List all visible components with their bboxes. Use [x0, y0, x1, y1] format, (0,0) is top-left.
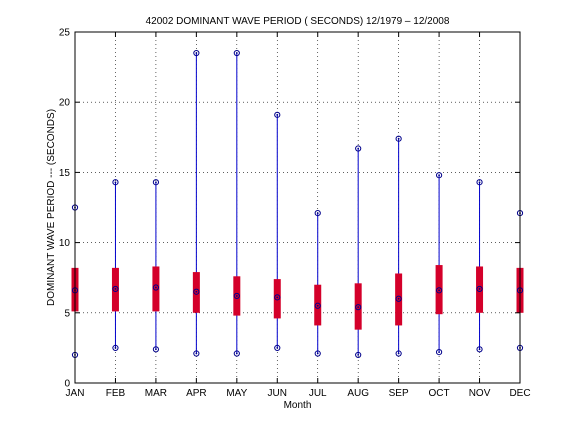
max-marker-dot-mar	[155, 181, 157, 184]
median-marker-dot-jun	[276, 296, 279, 299]
max-marker-dot-aug	[357, 147, 360, 150]
median-marker-apr	[193, 288, 200, 295]
min-marker-dot-may	[235, 352, 238, 355]
median-marker-dot-mar	[155, 286, 157, 289]
min-marker-dot-feb	[114, 347, 117, 349]
y-tick-label: 0	[64, 379, 70, 390]
min-marker-sep	[395, 350, 402, 357]
grid-lines	[75, 32, 520, 383]
min-marker-may	[233, 350, 240, 357]
median-marker-dot-jul	[316, 304, 319, 307]
median-marker-dot-nov	[478, 288, 481, 290]
max-marker-dot-jul	[316, 212, 319, 215]
y-tick-label: 5	[64, 308, 70, 319]
x-tick-label: JAN	[66, 388, 85, 399]
iqr-box-jun	[273, 279, 281, 319]
median-marker-sep	[395, 295, 402, 302]
max-marker-jun	[274, 111, 281, 118]
min-marker-feb	[112, 344, 119, 351]
max-marker-nov	[476, 179, 483, 186]
stat-markers	[71, 49, 524, 359]
max-marker-apr	[193, 49, 200, 57]
max-marker-sep	[395, 135, 402, 142]
x-tick-label: JUN	[268, 388, 287, 399]
max-marker-dot-apr	[195, 52, 198, 54]
min-marker-mar	[152, 346, 160, 353]
median-marker-jul	[314, 302, 321, 309]
x-tick-label: OCT	[429, 388, 450, 399]
y-tick-label: 10	[59, 238, 71, 249]
min-marker-jul	[314, 350, 321, 357]
median-marker-jun	[274, 294, 281, 301]
max-marker-feb	[112, 179, 119, 186]
max-marker-dot-jun	[276, 113, 279, 116]
median-marker-feb	[112, 285, 119, 293]
iqr-box-mar	[152, 266, 160, 312]
whiskers	[74, 53, 521, 355]
max-marker-jul	[314, 210, 321, 217]
max-marker-may	[233, 49, 240, 57]
median-marker-dot-sep	[397, 297, 400, 300]
y-tick-label: 20	[59, 98, 71, 109]
x-tick-label: MAR	[145, 388, 167, 399]
min-marker-dot-oct	[438, 351, 440, 354]
plot-frame	[74, 31, 521, 384]
x-tick-label: DEC	[509, 388, 530, 399]
max-marker-dot-oct	[438, 174, 440, 177]
x-tick-label: APR	[186, 388, 207, 399]
median-marker-dot-aug	[357, 306, 360, 309]
min-marker-dot-apr	[195, 352, 198, 355]
x-tick-label: MAY	[226, 388, 247, 399]
min-marker-jun	[274, 344, 281, 351]
x-tick-label: AUG	[347, 388, 369, 399]
min-marker-apr	[193, 350, 200, 357]
min-marker-dot-jun	[276, 347, 279, 349]
min-marker-dot-aug	[357, 354, 360, 356]
min-marker-dot-sep	[397, 352, 400, 355]
median-marker-nov	[476, 285, 483, 293]
median-marker-dot-oct	[438, 289, 440, 292]
max-marker-oct	[435, 172, 443, 179]
y-axis-label: DOMINANT WAVE PERIOD --- (SECONDS)	[46, 109, 57, 306]
median-marker-mar	[152, 284, 160, 291]
median-marker-aug	[355, 304, 362, 311]
max-marker-dot-nov	[478, 181, 481, 184]
x-axis-label: Month	[284, 400, 312, 411]
x-tick-label: FEB	[106, 388, 126, 399]
max-marker-dot-feb	[114, 181, 117, 184]
axis-ticks: 0 5 10 15 20 25 JAN FEB MAR APR MAY JUN JUL AUG SEP OCT…	[59, 28, 531, 400]
iqr-boxes	[71, 265, 524, 330]
median-marker-dot-apr	[195, 290, 198, 293]
min-marker-aug	[355, 351, 362, 359]
max-marker-dot-may	[235, 52, 238, 54]
min-marker-dot-nov	[478, 348, 481, 351]
max-marker-dot-sep	[397, 137, 400, 140]
x-tick-label: NOV	[469, 388, 491, 399]
min-marker-dot-mar	[155, 348, 157, 351]
max-marker-aug	[355, 145, 362, 152]
chart-title: 42002 DOMINANT WAVE PERIOD ( SECONDS) 12…	[146, 16, 450, 27]
y-tick-label: 25	[59, 28, 71, 39]
min-marker-oct	[435, 349, 443, 356]
median-marker-oct	[435, 287, 443, 294]
x-tick-label: SEP	[389, 388, 409, 399]
min-marker-dot-jul	[316, 352, 319, 355]
median-marker-dot-may	[235, 295, 238, 297]
y-tick-label: 15	[59, 168, 71, 179]
max-marker-mar	[152, 179, 160, 186]
median-marker-may	[233, 292, 240, 300]
min-marker-nov	[476, 346, 483, 353]
median-marker-dot-feb	[114, 288, 117, 290]
x-tick-label: JUL	[309, 388, 327, 399]
